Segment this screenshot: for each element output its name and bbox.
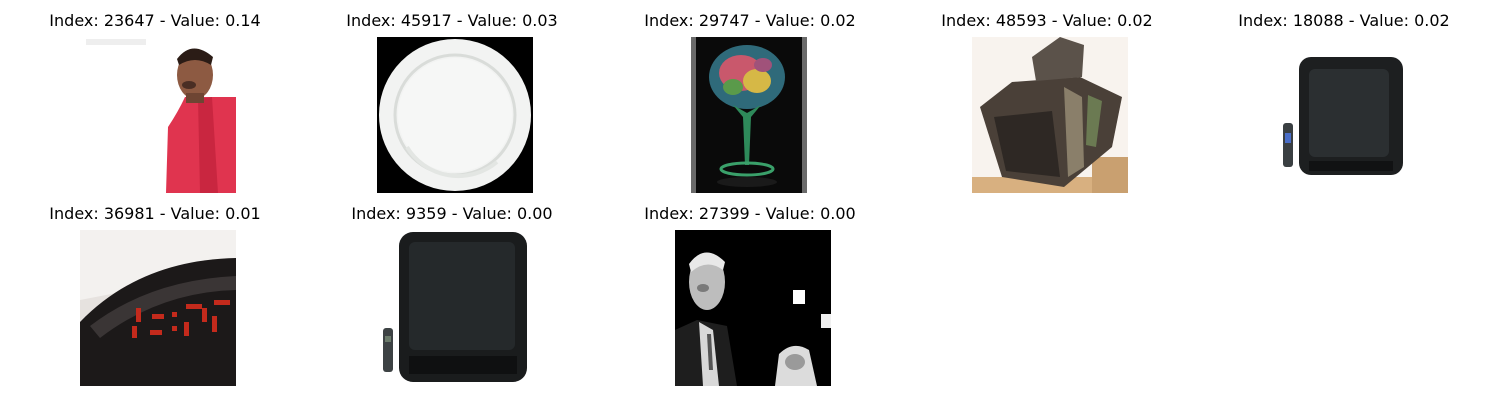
wine-glass-photo: [675, 37, 831, 193]
panel-title: Index: 18088 - Value: 0.02: [1238, 11, 1450, 30]
panel-8: Index: 27399 - Value: 0.00: [600, 193, 900, 393]
television-photo: [377, 230, 533, 386]
box-photo: [972, 37, 1128, 193]
alarm-clock-photo: [80, 230, 236, 386]
panel-1: Index: 23647 - Value: 0.14: [5, 0, 305, 200]
panel-7: Index: 9359 - Value: 0.00: [302, 193, 602, 393]
panel-title: Index: 27399 - Value: 0.00: [644, 204, 856, 223]
panel-image-plate: [377, 37, 533, 193]
plate-photo: [377, 37, 533, 193]
panel-title: Index: 29747 - Value: 0.02: [644, 11, 856, 30]
panel-title: Index: 23647 - Value: 0.14: [49, 11, 261, 30]
panel-image-alarm-clock: [80, 230, 236, 386]
panel-title: Index: 48593 - Value: 0.02: [941, 11, 1153, 30]
panel-image-man-in-suit: [675, 230, 831, 386]
panel-image-wine-glass: [675, 37, 831, 193]
panel-title: Index: 36981 - Value: 0.01: [49, 204, 261, 223]
panel-5: Index: 18088 - Value: 0.02: [1194, 0, 1494, 200]
panel-2: Index: 45917 - Value: 0.03: [302, 0, 602, 200]
panel-image-person: [80, 37, 236, 193]
panel-4: Index: 48593 - Value: 0.02: [897, 0, 1197, 200]
panel-image-box: [972, 37, 1128, 193]
panel-image-television: [377, 230, 533, 386]
person-photo: [80, 37, 236, 193]
panel-title: Index: 45917 - Value: 0.03: [346, 11, 558, 30]
panel-6: Index: 36981 - Value: 0.01: [5, 193, 305, 393]
man-in-suit-photo: [675, 230, 831, 386]
panel-3: Index: 29747 - Value: 0.02: [600, 0, 900, 200]
panel-image-television: [1269, 37, 1425, 193]
television-photo: [1269, 37, 1425, 193]
panel-title: Index: 9359 - Value: 0.00: [351, 204, 553, 223]
